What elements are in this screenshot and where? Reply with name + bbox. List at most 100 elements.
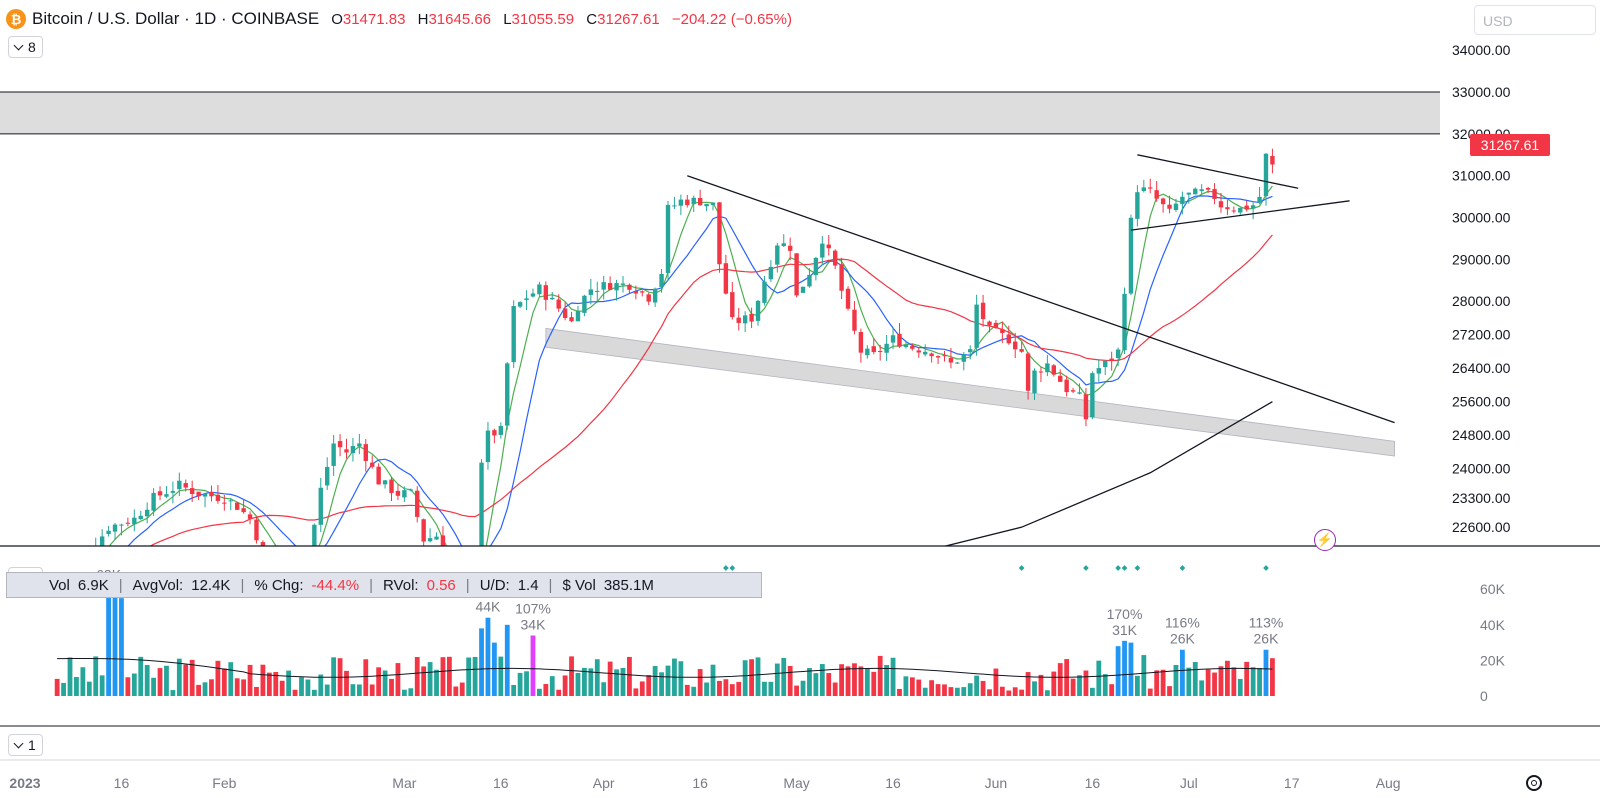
volume-bar	[813, 673, 819, 696]
candle-body	[61, 599, 65, 611]
volume-bar	[427, 662, 433, 696]
candle-body	[389, 479, 394, 493]
candle-body	[280, 562, 284, 569]
candle-body	[974, 304, 979, 348]
settings-gear-icon[interactable]	[1526, 775, 1542, 791]
price-pane	[0, 91, 1440, 611]
candle-body	[672, 205, 677, 207]
candle-body	[254, 519, 259, 541]
volume-bar	[1173, 664, 1179, 696]
symbol-header: ₿ Bitcoin / U.S. Dollar · 1D · COINBASE …	[6, 6, 800, 32]
currency-selector[interactable]: USD	[1474, 5, 1596, 35]
chevron-down-icon	[13, 40, 24, 50]
volume-bar	[942, 684, 947, 696]
symbol-title[interactable]: Bitcoin / U.S. Dollar · 1D · COINBASE	[32, 9, 320, 28]
ud-label: U/D:	[479, 576, 510, 594]
candle-body	[138, 515, 143, 520]
last-price-label: 31267.61	[1470, 134, 1550, 156]
volume-bar	[704, 682, 709, 696]
volume-bar	[678, 661, 684, 696]
candle-body	[575, 310, 581, 322]
volume-bar	[254, 686, 259, 696]
volume-bar	[446, 656, 452, 696]
volume-bar	[421, 666, 427, 696]
candle-body	[350, 446, 356, 454]
rvol-value: 0.56	[426, 576, 456, 594]
time-axis-tick-label: Jun	[985, 775, 1008, 791]
volume-bar	[601, 682, 607, 696]
bottom-legend-count: 1	[28, 737, 36, 753]
candle-body	[948, 357, 954, 363]
time-axis-tick-label: Jul	[1180, 775, 1198, 791]
volume-bar	[639, 681, 645, 696]
lightning-icon[interactable]: ⚡	[1314, 529, 1336, 551]
volume-bar	[440, 657, 446, 696]
candle-body	[299, 566, 303, 570]
candle-body	[942, 355, 947, 357]
indicators-count: 8	[28, 39, 36, 55]
time-axis-tick-label: 16	[1085, 775, 1101, 791]
volume-bar	[401, 689, 407, 696]
dollar-vol-label: $ Vol	[562, 576, 596, 594]
volume-bar	[749, 659, 754, 696]
volume-bar	[961, 687, 967, 696]
candle-body	[241, 508, 246, 513]
trendline	[942, 401, 1273, 546]
candle-body	[762, 281, 767, 303]
volume-bar	[665, 665, 671, 696]
candle-body	[234, 502, 240, 510]
volume-bar	[710, 664, 716, 696]
bottom-legend-toggle[interactable]: 1	[8, 734, 43, 756]
volume-bar	[569, 656, 574, 696]
candle-body	[370, 462, 375, 467]
time-axis-tick-label: May	[783, 775, 809, 791]
candle-body	[826, 244, 831, 249]
candle-body	[87, 557, 91, 564]
candle-body	[1263, 153, 1269, 197]
candle-body	[170, 490, 176, 493]
volume-bar	[620, 667, 626, 696]
volume-bar	[414, 656, 420, 696]
volume-bar	[890, 657, 896, 696]
volume-bar	[350, 684, 356, 696]
stats-separator: |	[240, 576, 245, 594]
candle-body	[1205, 188, 1211, 190]
candle-body	[1025, 353, 1031, 391]
volume-bar	[787, 665, 793, 696]
volume-bar	[1212, 672, 1217, 696]
candle-body	[312, 524, 317, 546]
volume-spike-label: 34K	[521, 617, 547, 633]
candle-body	[151, 492, 156, 511]
volume-bar	[1192, 661, 1198, 696]
volume-bar	[614, 669, 619, 696]
candle-body	[106, 530, 111, 534]
time-axis-tick-label: Apr	[593, 775, 615, 791]
candle-body	[1250, 205, 1256, 209]
candle-body	[164, 494, 169, 497]
price-axis-tick-label: 27200.00	[1452, 327, 1511, 343]
candle-body	[1193, 188, 1198, 195]
volume-bar	[164, 665, 169, 696]
volume-bar	[974, 675, 980, 696]
volume-bar	[511, 684, 517, 696]
volume-bar	[61, 682, 66, 696]
candle-body	[132, 517, 137, 525]
volume-bar	[99, 675, 105, 696]
volume-bar	[1006, 690, 1012, 696]
candle-body	[640, 291, 645, 293]
volume-event-marker	[1263, 565, 1269, 571]
volume-bar	[858, 666, 864, 696]
indicators-legend-toggle[interactable]: 8	[8, 36, 43, 58]
volume-bar	[762, 681, 767, 696]
candle-body	[659, 273, 664, 288]
candle-body	[1225, 207, 1230, 210]
volume-event-marker	[1018, 565, 1025, 571]
candle-body	[787, 245, 793, 251]
ohlc-low-value: 31055.59	[511, 10, 575, 28]
volume-bar	[376, 667, 382, 696]
volume-bar	[344, 670, 349, 696]
volume-bar	[922, 687, 928, 696]
volume-bar	[1231, 667, 1237, 696]
volume-bar	[832, 682, 838, 696]
